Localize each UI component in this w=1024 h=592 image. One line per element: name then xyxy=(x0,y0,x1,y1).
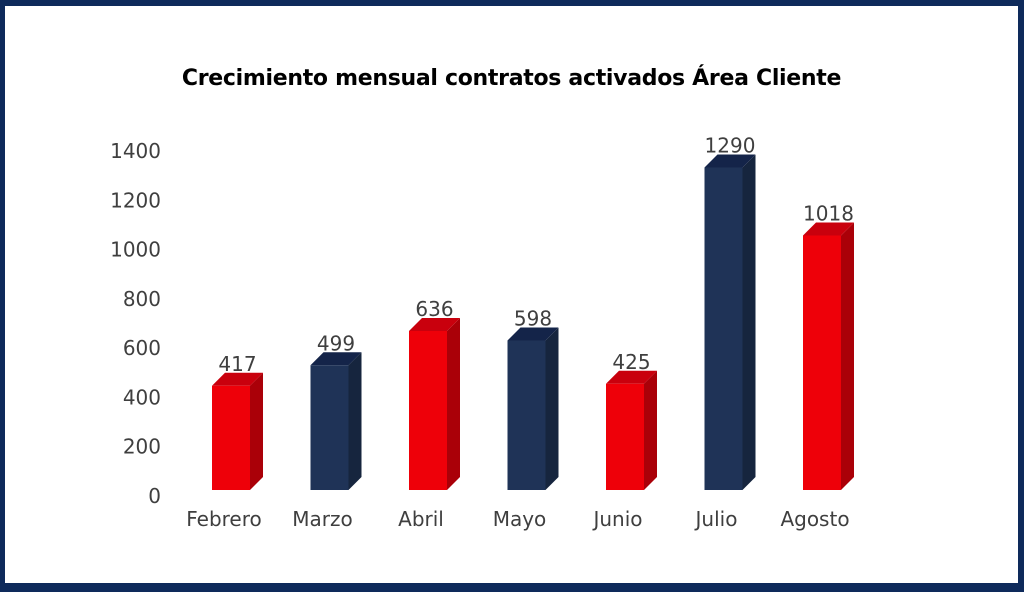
bar-top-face xyxy=(606,370,657,384)
bar-top-face xyxy=(212,372,263,386)
y-tick-label: 800 xyxy=(123,287,161,311)
x-axis-label: Julio xyxy=(694,507,738,531)
bar-front-face xyxy=(606,383,644,490)
bar-top-face xyxy=(507,327,559,341)
bar-side-face xyxy=(447,318,460,490)
y-tick-label: 1400 xyxy=(110,139,161,163)
chart-title: Crecimiento mensual contratos activados … xyxy=(181,66,842,91)
bar-side-face xyxy=(545,327,559,490)
bar-front-face xyxy=(310,365,349,490)
bar-value-label: 425 xyxy=(612,350,650,374)
bar-febrero: 417 Febrero xyxy=(186,352,263,531)
bar-side-face xyxy=(841,222,854,490)
bar-value-label: 499 xyxy=(317,331,355,355)
bar-side-face xyxy=(644,370,657,490)
bar-front-face xyxy=(507,340,546,490)
bar-marzo: 499 Marzo xyxy=(292,331,362,531)
y-tick-label: 400 xyxy=(123,385,161,409)
x-axis-label: Marzo xyxy=(292,507,352,531)
bar-mayo: 598 Mayo xyxy=(493,307,559,531)
y-tick-label: 1000 xyxy=(110,238,161,262)
bar-value-label: 1018 xyxy=(803,202,854,226)
bar-front-face xyxy=(212,385,250,490)
y-axis: 0 200 400 600 800 1000 1200 1400 xyxy=(110,139,161,508)
y-tick-label: 0 xyxy=(148,484,161,508)
x-axis-label: Junio xyxy=(591,507,642,531)
bar-top-face xyxy=(409,318,460,331)
bar-front-face xyxy=(409,331,447,490)
bar-abril: 636 Abril xyxy=(398,297,460,531)
bar-side-face xyxy=(348,352,362,490)
y-tick-label: 600 xyxy=(123,336,161,360)
y-tick-label: 1200 xyxy=(110,188,161,212)
chart-canvas: 0 200 400 600 800 1000 1200 1400 417 Febrero 499 Ma… xyxy=(110,134,854,531)
bar-value-label: 1290 xyxy=(705,134,756,158)
bar-top-face xyxy=(803,222,854,236)
x-axis-label: Febrero xyxy=(186,507,262,531)
x-axis-label: Mayo xyxy=(493,507,547,531)
y-tick-label: 200 xyxy=(123,435,161,459)
bar-side-face xyxy=(250,372,263,490)
bar-side-face xyxy=(742,154,756,490)
bar-agosto: 1018 Agosto xyxy=(780,202,854,531)
x-axis-label: Agosto xyxy=(780,507,849,531)
x-axis-label: Abril xyxy=(398,507,444,531)
bar-julio: 1290 Julio xyxy=(694,134,756,531)
bar-value-label: 417 xyxy=(218,352,256,376)
bar-value-label: 636 xyxy=(415,297,453,321)
bar-junio: 425 Junio xyxy=(591,350,657,531)
bar-front-face xyxy=(704,167,743,490)
bar-top-face xyxy=(704,154,756,168)
bar-front-face xyxy=(803,235,841,490)
bar-top-face xyxy=(310,352,362,366)
bar-value-label: 598 xyxy=(514,307,552,331)
